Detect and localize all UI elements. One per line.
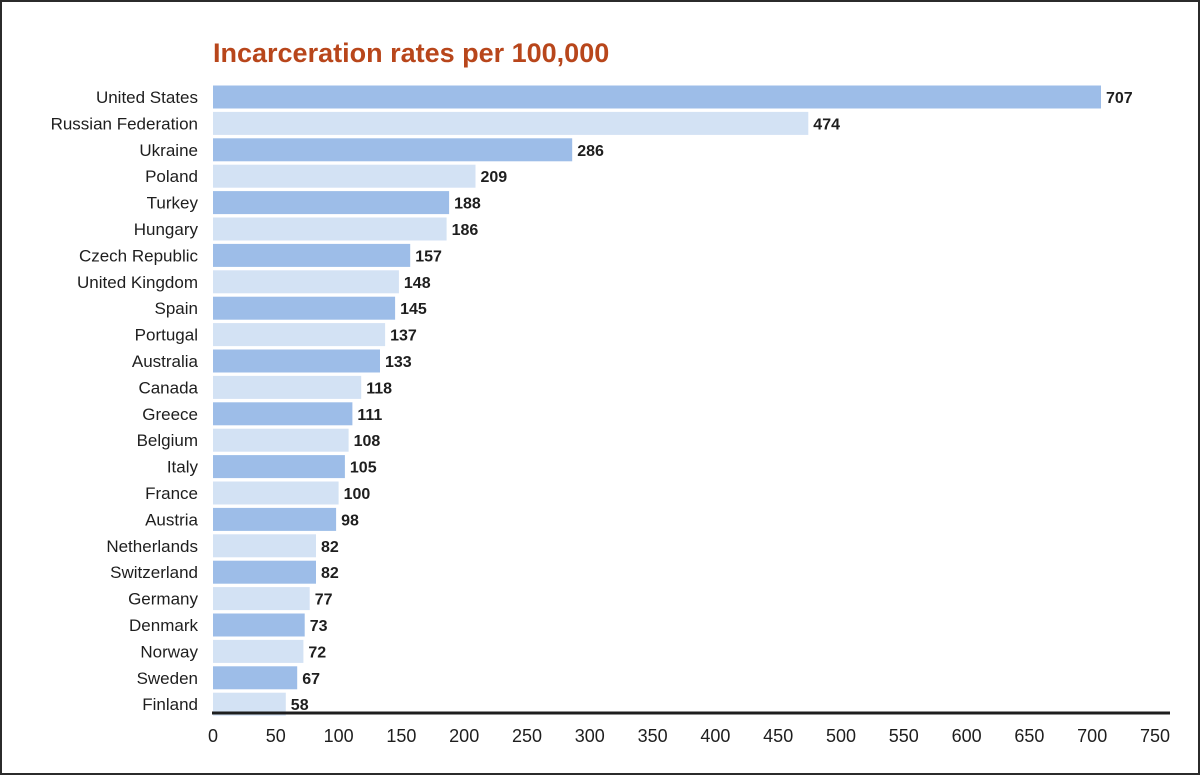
value-label-spain: 145	[400, 301, 427, 318]
bar-turkey	[213, 191, 450, 215]
bar-ukraine	[213, 138, 573, 162]
category-label-united-kingdom: United Kingdom	[77, 273, 198, 292]
value-label-belgium: 108	[354, 433, 381, 450]
category-label-belgium: Belgium	[137, 431, 198, 450]
bar-canada	[213, 375, 362, 399]
value-label-australia: 133	[385, 354, 412, 371]
category-label-turkey: Turkey	[147, 194, 199, 213]
category-label-netherlands: Netherlands	[106, 537, 198, 556]
category-label-hungary: Hungary	[134, 220, 199, 239]
x-tick-label-100: 100	[324, 726, 354, 746]
bar-czech-republic	[213, 243, 411, 267]
value-label-switzerland: 82	[321, 565, 339, 582]
bar-russian-federation	[213, 111, 809, 135]
x-tick-label-350: 350	[638, 726, 668, 746]
x-tick-label-400: 400	[700, 726, 730, 746]
value-label-russian-federation: 474	[813, 116, 840, 133]
value-label-canada: 118	[366, 380, 392, 397]
bar-united-states	[213, 85, 1101, 109]
bar-denmark	[213, 613, 305, 637]
bar-austria	[213, 507, 337, 531]
category-label-russian-federation: Russian Federation	[51, 114, 198, 133]
value-label-united-kingdom: 148	[404, 275, 431, 292]
chart-title: Incarceration rates per 100,000	[213, 38, 609, 68]
x-tick-label-700: 700	[1077, 726, 1107, 746]
category-label-denmark: Denmark	[129, 616, 198, 635]
x-tick-label-450: 450	[763, 726, 793, 746]
value-label-netherlands: 82	[321, 539, 339, 556]
value-label-denmark: 73	[310, 618, 328, 635]
value-label-sweden: 67	[302, 671, 320, 688]
x-tick-label-500: 500	[826, 726, 856, 746]
x-axis-ticks-group: 0 50 100 150 200 250 300 350 400 450 500 550 600 650 7…	[208, 726, 1170, 746]
category-label-austria: Austria	[145, 510, 198, 529]
bars-group	[213, 85, 1101, 716]
value-label-italy: 105	[350, 460, 377, 477]
category-label-poland: Poland	[145, 167, 198, 186]
category-label-finland: Finland	[142, 695, 198, 714]
bar-hungary	[213, 217, 447, 241]
category-label-italy: Italy	[167, 458, 199, 477]
value-label-portugal: 137	[390, 328, 417, 345]
category-label-sweden: Sweden	[137, 669, 198, 688]
value-label-czech-republic: 157	[415, 248, 442, 265]
value-label-norway: 72	[308, 644, 326, 661]
x-tick-label-200: 200	[449, 726, 479, 746]
x-tick-label-300: 300	[575, 726, 605, 746]
bar-finland	[213, 692, 286, 716]
value-label-poland: 209	[481, 169, 508, 186]
category-label-czech-republic: Czech Republic	[79, 246, 199, 265]
category-label-greece: Greece	[142, 405, 198, 424]
bar-portugal	[213, 323, 386, 347]
bar-norway	[213, 639, 304, 663]
bar-poland	[213, 164, 476, 188]
x-tick-label-550: 550	[889, 726, 919, 746]
bar-france	[213, 481, 339, 505]
x-tick-label-150: 150	[386, 726, 416, 746]
value-label-greece: 111	[357, 407, 382, 424]
x-tick-label-50: 50	[266, 726, 286, 746]
category-label-canada: Canada	[138, 378, 198, 397]
category-label-switzerland: Switzerland	[110, 563, 198, 582]
category-label-germany: Germany	[128, 590, 198, 609]
category-label-france: France	[145, 484, 198, 503]
bar-netherlands	[213, 534, 316, 558]
category-label-portugal: Portugal	[135, 326, 198, 345]
value-label-turkey: 188	[454, 196, 481, 213]
value-label-finland: 58	[291, 697, 309, 714]
category-labels-group: United States Russian Federation Ukraine Po…	[51, 88, 199, 714]
bar-australia	[213, 349, 380, 373]
bar-belgium	[213, 428, 349, 452]
value-label-germany: 77	[315, 592, 333, 609]
x-tick-label-650: 650	[1014, 726, 1044, 746]
category-label-spain: Spain	[155, 299, 198, 318]
x-tick-label-600: 600	[952, 726, 982, 746]
bar-sweden	[213, 666, 298, 690]
value-label-ukraine: 286	[577, 143, 604, 160]
bar-united-kingdom	[213, 270, 399, 294]
value-label-austria: 98	[341, 512, 359, 529]
bar-greece	[213, 402, 353, 426]
bar-italy	[213, 455, 345, 479]
bar-germany	[213, 587, 310, 611]
value-label-hungary: 186	[452, 222, 479, 239]
value-label-united-states: 707	[1106, 90, 1133, 107]
bar-spain	[213, 296, 396, 320]
category-label-australia: Australia	[132, 352, 199, 371]
x-tick-label-750: 750	[1140, 726, 1170, 746]
x-tick-label-250: 250	[512, 726, 542, 746]
value-label-france: 100	[344, 486, 371, 503]
category-label-united-states: United States	[96, 88, 198, 107]
category-label-ukraine: Ukraine	[139, 141, 198, 160]
x-tick-label-0: 0	[208, 726, 218, 746]
category-label-norway: Norway	[140, 642, 198, 661]
bar-switzerland	[213, 560, 316, 584]
